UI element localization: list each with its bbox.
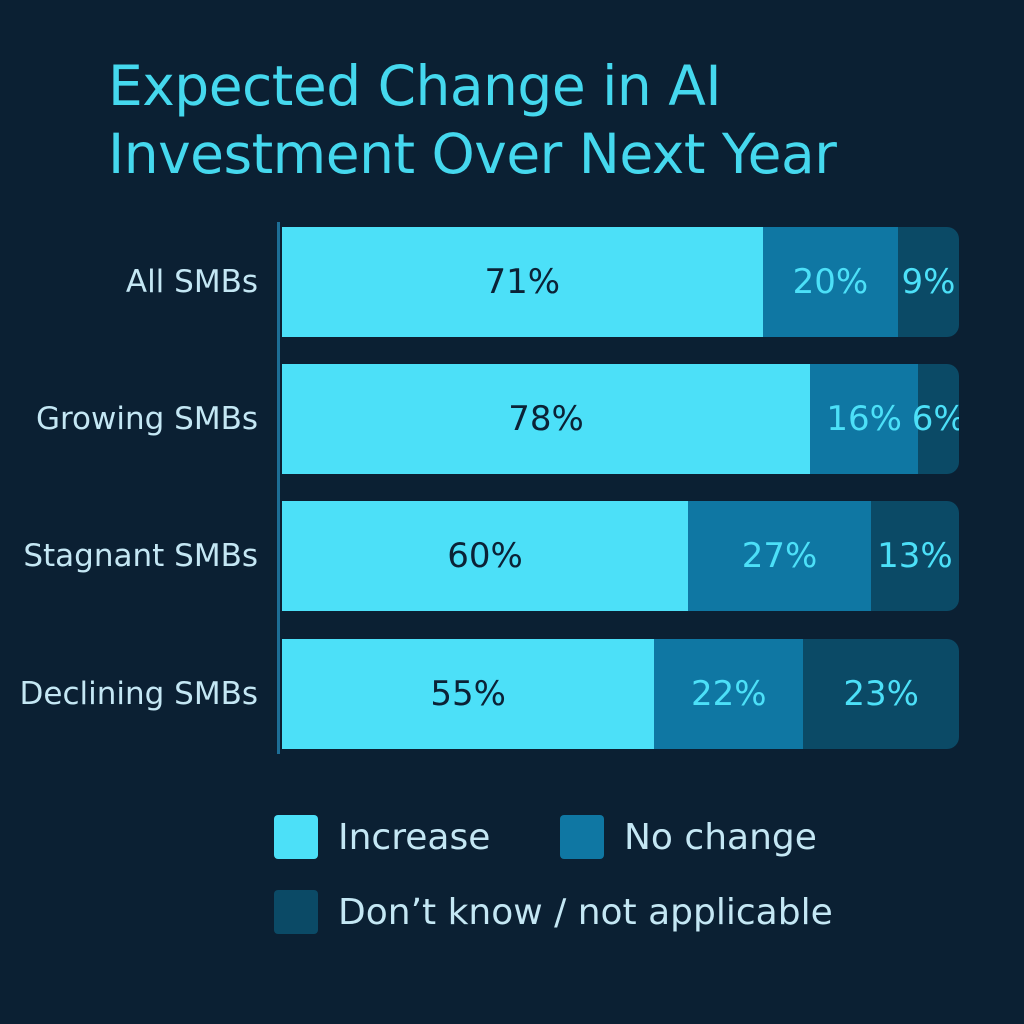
chart-title-line-2: Investment Over Next Year — [108, 122, 837, 186]
chart-title: Expected Change in AI Investment Over Ne… — [108, 52, 988, 188]
bar-segment-increase: 71% — [282, 227, 763, 337]
bar-row: 60% 27% 13% — [282, 501, 959, 611]
chart-title-line-1: Expected Change in AI — [108, 54, 722, 118]
category-label: Stagnant SMBs — [23, 538, 258, 574]
legend-swatch-no-change — [560, 815, 604, 859]
bar-segment-no-change: 27% — [688, 501, 871, 611]
bar-segment-dont-know: 6% — [912, 364, 959, 474]
category-label: Growing SMBs — [35, 401, 258, 437]
legend-label-no-change: No change — [624, 816, 817, 858]
bar-segment-no-change: 16% — [810, 364, 919, 474]
legend-item-dont-know: Don’t know / not applicable — [274, 890, 833, 934]
bar-segment-no-change: 22% — [654, 639, 804, 749]
bar-segment-increase: 55% — [282, 639, 655, 749]
legend-item-no-change: No change — [560, 815, 817, 859]
data-label: 71% — [484, 262, 561, 302]
legend-swatch-increase — [274, 815, 318, 859]
data-label: 16% — [826, 399, 902, 439]
data-label: 60% — [447, 536, 523, 576]
data-label: 6% — [911, 399, 959, 439]
bar-row: 71% 20% 9% — [282, 227, 959, 337]
data-label: 9% — [901, 262, 956, 302]
category-axis-line — [277, 222, 280, 754]
bar-row: 78% 16%6% — [282, 364, 959, 474]
bar-segment-dont-know: 23% — [803, 639, 959, 749]
legend-item-increase: Increase — [274, 815, 490, 859]
data-label: 78% — [508, 399, 584, 439]
data-label: 20% — [792, 262, 869, 302]
legend-swatch-dont-know — [274, 890, 318, 934]
bar-segment-dont-know: 13% — [870, 501, 959, 611]
data-label: 55% — [430, 674, 506, 714]
legend-label-dont-know: Don’t know / not applicable — [338, 891, 833, 933]
category-label: Declining SMBs — [19, 676, 259, 712]
bar-segment-increase: 60% — [282, 501, 689, 611]
bar-row: 55% 22% 23% — [282, 639, 959, 749]
bar-segment-increase: 78% — [282, 364, 811, 474]
bar-segment-dont-know: 9% — [898, 227, 959, 337]
data-label: 22% — [691, 674, 767, 714]
category-label: All SMBs — [125, 264, 258, 300]
data-label: 27% — [741, 536, 818, 576]
legend-label-increase: Increase — [338, 816, 491, 858]
data-label: 13% — [877, 536, 953, 576]
bar-segment-no-change: 20% — [762, 227, 899, 337]
data-label: 23% — [843, 674, 919, 714]
